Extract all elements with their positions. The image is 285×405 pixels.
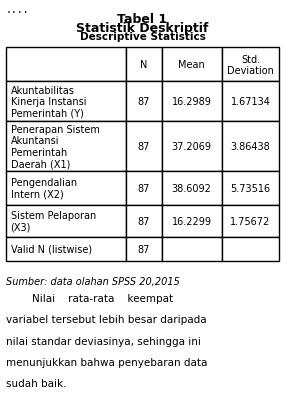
Text: Descriptive Statistics: Descriptive Statistics (80, 32, 205, 42)
Text: variabel tersebut lebih besar daripada: variabel tersebut lebih besar daripada (6, 315, 206, 325)
Text: menunjukkan bahwa penyebaran data: menunjukkan bahwa penyebaran data (6, 357, 207, 367)
Text: Nilai    rata-rata    keempat: Nilai rata-rata keempat (6, 294, 173, 304)
Text: sudah baik.: sudah baik. (6, 378, 66, 388)
Text: nilai standar deviasinya, sehingga ini: nilai standar deviasinya, sehingga ini (6, 336, 201, 346)
Text: Tabel 1: Tabel 1 (117, 13, 168, 26)
Text: ....: .... (6, 5, 29, 15)
Text: Sumber: data olahan SPSS 20,2015: Sumber: data olahan SPSS 20,2015 (6, 276, 180, 286)
Text: Statistik Deskriptif: Statistik Deskriptif (76, 22, 209, 35)
